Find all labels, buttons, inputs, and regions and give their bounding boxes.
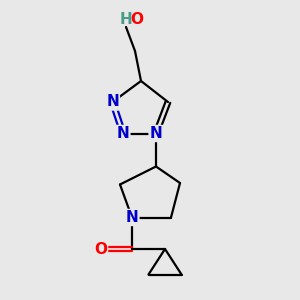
Text: N: N (126, 210, 138, 225)
Text: N: N (150, 126, 162, 141)
Text: N: N (106, 94, 119, 110)
Text: H: H (120, 12, 132, 27)
Text: O: O (130, 12, 143, 27)
Text: N: N (117, 126, 129, 141)
Text: O: O (94, 242, 107, 256)
